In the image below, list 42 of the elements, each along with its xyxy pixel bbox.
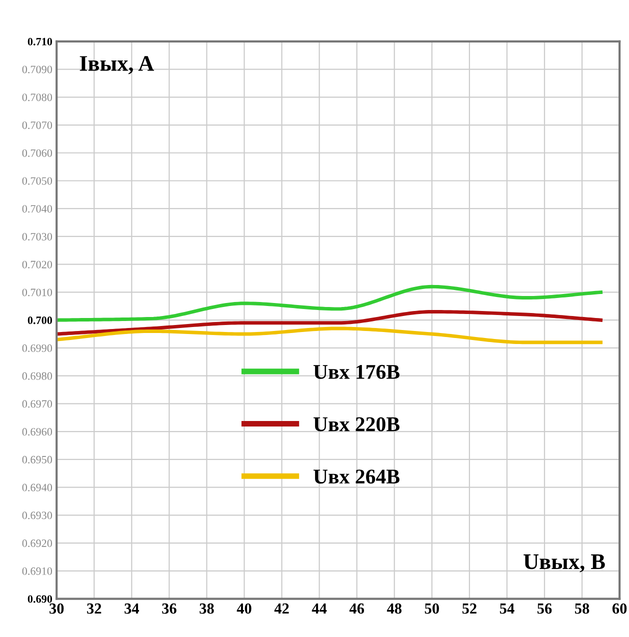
y-axis-title: Iвых, A [80, 56, 154, 74]
y-tick-label: 0.710 [28, 38, 52, 46]
x-tick-label: 46 [349, 603, 364, 614]
x-tick-label: 30 [50, 603, 64, 614]
y-tick-label: 0.7030 [22, 232, 52, 240]
y-tick-label: 0.6940 [22, 484, 52, 492]
x-tick-label: 44 [312, 603, 327, 614]
x-tick-label: 56 [537, 603, 552, 614]
x-axis-title: Uвых, B [524, 554, 605, 572]
legend-label: Uвх 264В [314, 470, 400, 484]
x-tick-label: 40 [236, 603, 252, 614]
x-tick-label: 60 [612, 603, 627, 614]
y-tick-label: 0.6950 [22, 456, 52, 464]
y-tick-label: 0.7050 [22, 177, 52, 185]
x-tick-label: 48 [386, 603, 402, 614]
y-tick-label: 0.700 [28, 316, 52, 324]
x-tick-label: 32 [87, 603, 102, 614]
y-tick-label: 0.6970 [22, 400, 52, 408]
y-tick-label: 0.690 [28, 595, 52, 603]
y-tick-label: 0.6910 [22, 567, 52, 575]
y-tick-label: 0.7040 [22, 205, 52, 213]
x-tick-label: 50 [424, 603, 439, 614]
y-tick-label: 0.6920 [22, 540, 52, 548]
y-tick-label: 0.7020 [22, 260, 52, 268]
x-tick-label: 58 [575, 603, 590, 614]
x-tick-label: 42 [274, 603, 289, 614]
legend-label: Uвх 220В [314, 417, 400, 432]
x-tick-label: 38 [200, 603, 214, 614]
y-tick-label: 0.7070 [22, 121, 52, 130]
x-tick-label: 36 [162, 603, 176, 614]
y-tick-label: 0.6930 [22, 512, 52, 520]
y-tick-label: 0.6960 [22, 428, 52, 436]
y-tick-label: 0.7090 [22, 66, 52, 74]
y-tick-label: 0.7060 [22, 149, 52, 157]
y-tick-label: 0.6980 [22, 372, 52, 380]
x-tick-label: 52 [462, 603, 476, 614]
y-tick-label: 0.6990 [22, 344, 52, 352]
x-tick-label: 34 [124, 603, 140, 614]
y-tick-label: 0.7010 [22, 288, 52, 296]
legend-label: Uвх 176В [314, 364, 400, 379]
x-tick-label: 54 [500, 603, 514, 614]
y-tick-label: 0.7080 [22, 94, 52, 102]
